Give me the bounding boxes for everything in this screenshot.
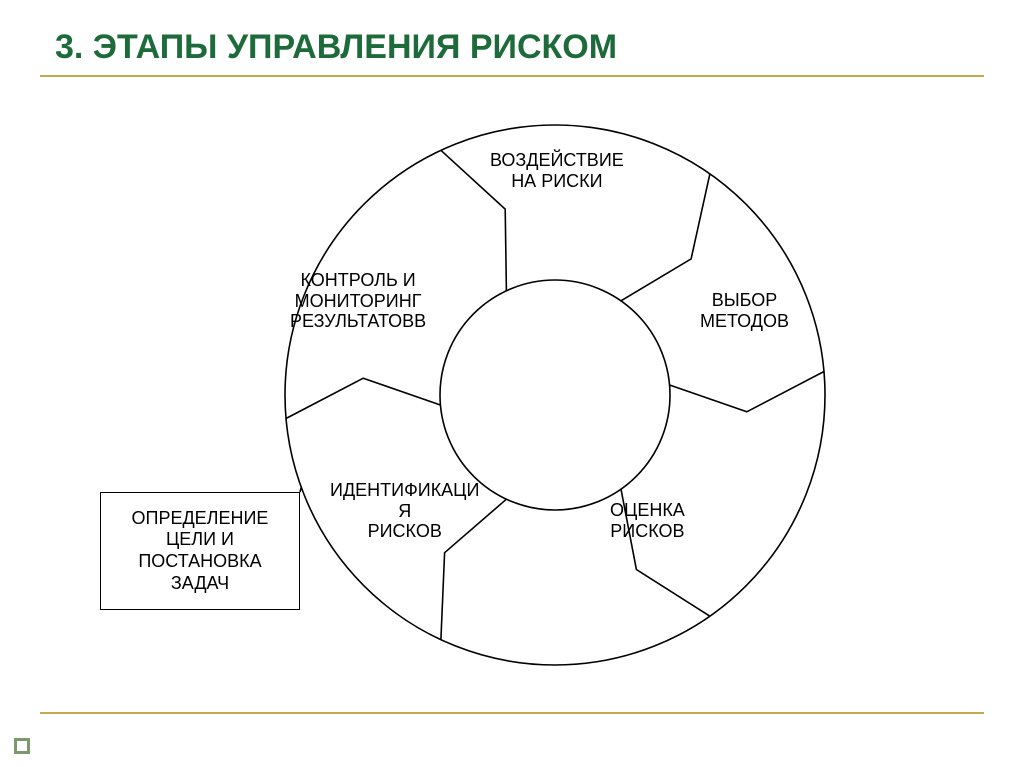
slide: 3. ЭТАПЫ УПРАВЛЕНИЯ РИСКОМ ВОЗДЕЙСТВИЕ Н… [0, 0, 1024, 767]
segment-label-impact: ВОЗДЕЙСТВИЕ НА РИСКИ [490, 150, 624, 191]
segment-label-control: КОНТРОЛЬ И МОНИТОРИНГ РЕЗУЛЬТАТОВВ [290, 270, 426, 332]
goal-definition-label: ОПРЕДЕЛЕНИЕ ЦЕЛИ И ПОСТАНОВКА ЗАДАЧ [132, 508, 269, 594]
segment-label-identify: ИДЕНТИФИКАЦИ Я РИСКОВ [330, 480, 479, 542]
risk-cycle-diagram [0, 0, 1024, 767]
segment-label-methods: ВЫБОР МЕТОДОВ [700, 290, 789, 331]
segment-label-assess: ОЦЕНКА РИСКОВ [610, 500, 685, 541]
goal-definition-box: ОПРЕДЕЛЕНИЕ ЦЕЛИ И ПОСТАНОВКА ЗАДАЧ [100, 492, 300, 610]
